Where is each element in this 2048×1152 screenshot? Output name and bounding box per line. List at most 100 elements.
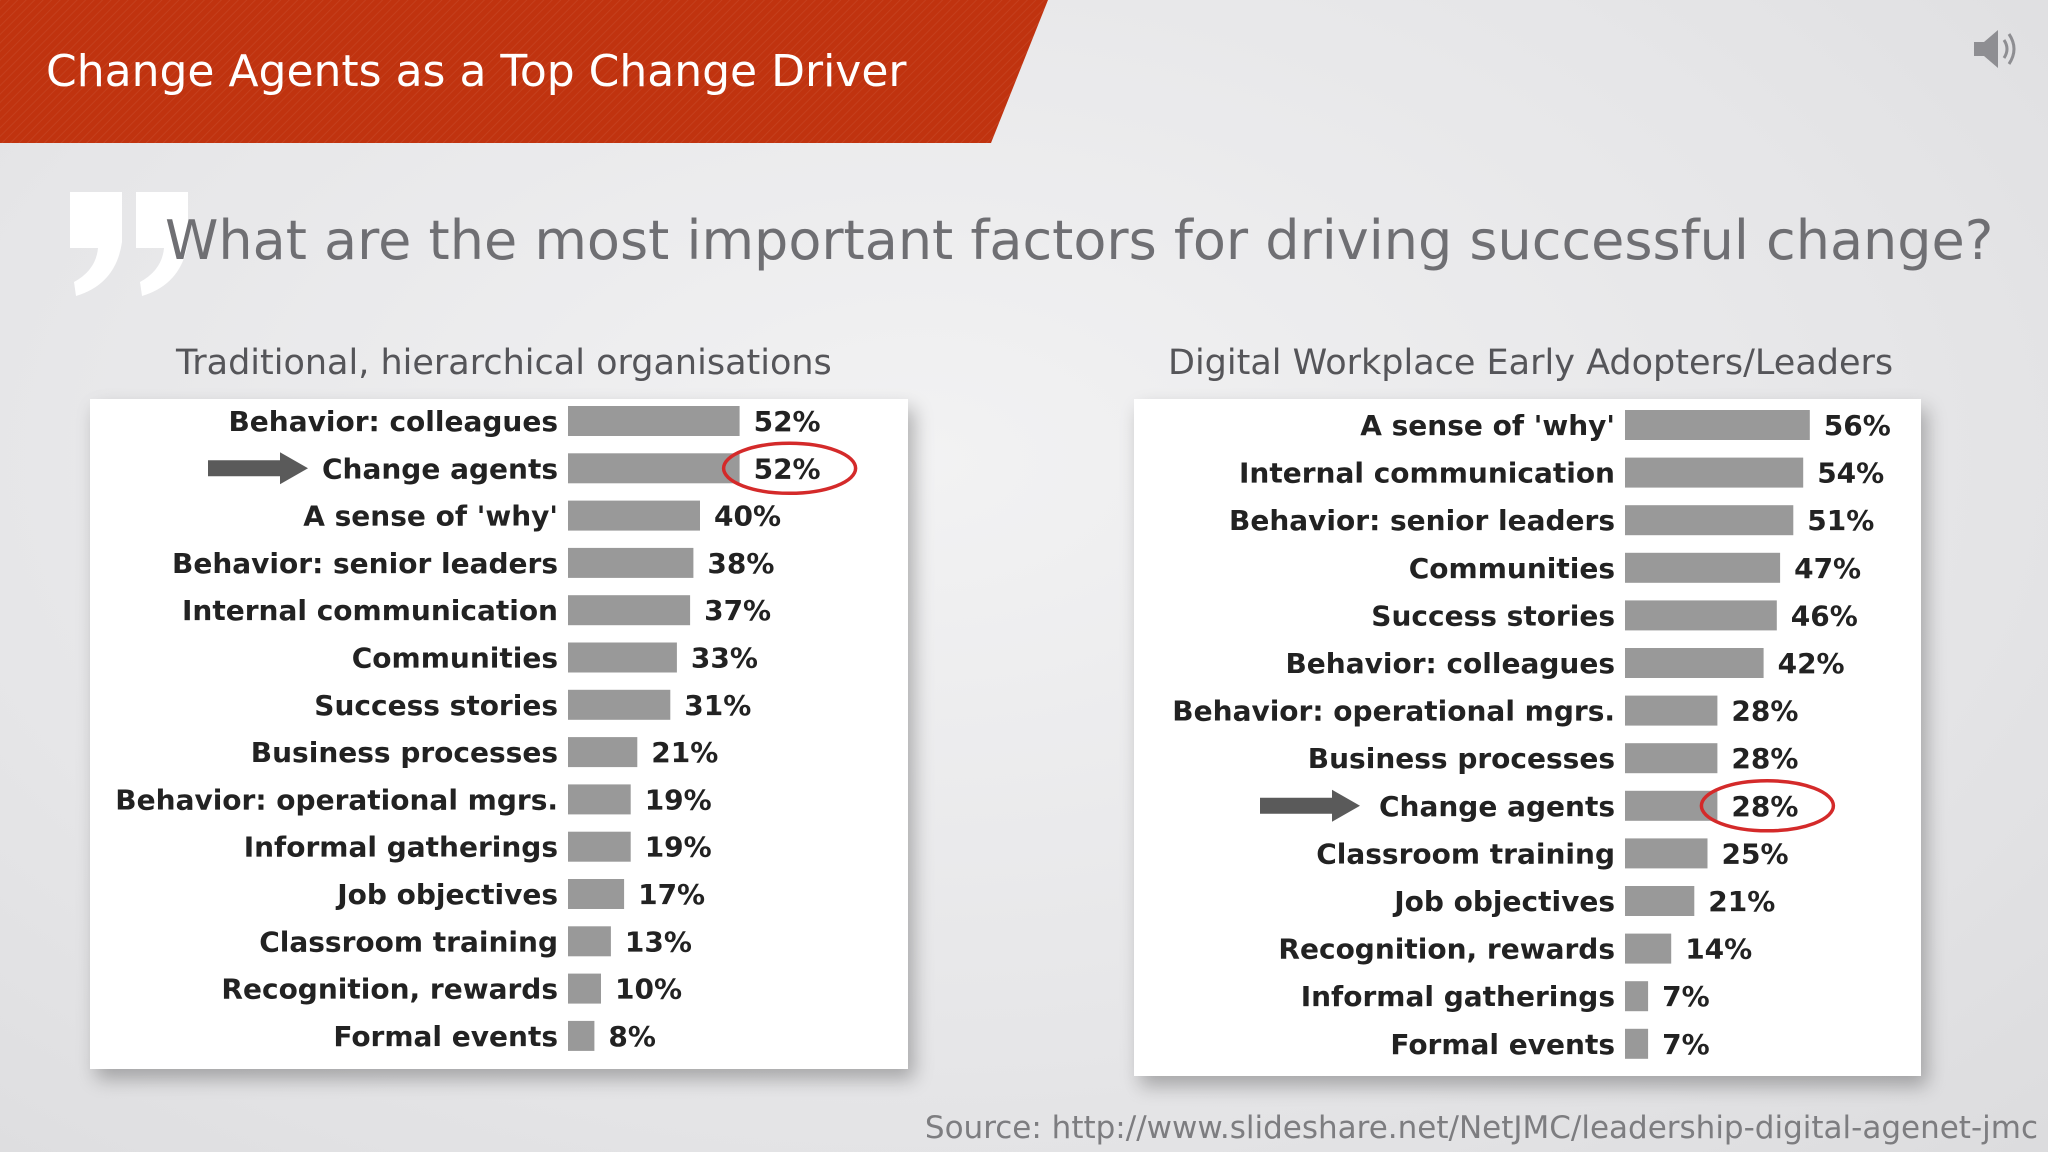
source-citation: Source: http://www.slideshare.net/NetJMC… (924, 1110, 2038, 1146)
value-label: 25% (1722, 837, 1789, 870)
category-label: Informal gatherings (1301, 980, 1615, 1013)
category-label: Behavior: operational mgrs. (1172, 695, 1615, 728)
bar (1625, 457, 1804, 488)
category-label: Behavior: operational mgrs. (115, 783, 558, 816)
title-banner (0, 0, 1048, 143)
bar (568, 500, 700, 531)
bar (1625, 886, 1695, 916)
category-label: Communities (352, 642, 558, 675)
category-label: Recognition, rewards (1278, 933, 1615, 966)
category-label: Classroom training (259, 925, 558, 958)
category-label: Change agents (1379, 790, 1615, 823)
chart-left: Behavior: colleagues 52% Change agents 52% A… (90, 399, 908, 1069)
value-label: 21% (651, 736, 718, 769)
value-label: 19% (645, 831, 712, 864)
arrow-icon (208, 452, 308, 485)
value-label: 13% (625, 925, 692, 958)
chart-left-title: Traditional, hierarchical organisations (176, 343, 832, 383)
bar (568, 1020, 595, 1051)
category-label: Classroom training (1316, 837, 1615, 870)
bar (568, 879, 625, 909)
value-label: 56% (1824, 409, 1891, 442)
category-label: Job objectives (335, 878, 558, 911)
bar (1625, 790, 1718, 821)
value-label: 31% (684, 689, 751, 722)
category-label: Success stories (314, 689, 558, 722)
bar (568, 595, 691, 626)
category-label: Formal events (1390, 1028, 1615, 1061)
value-label: 19% (645, 783, 712, 816)
value-label: 28% (1731, 742, 1798, 775)
category-label: Business processes (1308, 742, 1615, 775)
bar (568, 547, 694, 578)
bar (568, 642, 677, 673)
bar (1625, 1028, 1649, 1059)
value-label: 37% (704, 594, 771, 627)
value-label: 40% (714, 500, 781, 533)
bar (568, 973, 601, 1004)
value-label: 7% (1662, 980, 1710, 1013)
category-label: Internal communication (1239, 457, 1615, 490)
category-label: Behavior: colleagues (228, 405, 558, 438)
value-label: 28% (1731, 695, 1798, 728)
bar (1625, 600, 1777, 631)
category-label: Behavior: colleagues (1285, 647, 1615, 680)
category-label: Internal communication (182, 594, 558, 627)
bar (1625, 505, 1794, 536)
category-label: A sense of 'why' (1360, 409, 1615, 442)
highlight-ellipse (1699, 779, 1836, 833)
bar (1625, 695, 1718, 726)
bar (568, 784, 631, 815)
category-label: Change agents (322, 452, 558, 485)
bar (568, 453, 740, 484)
chart-right: A sense of 'why' 56% Internal communicatio… (1134, 399, 1921, 1076)
bar (1625, 981, 1649, 1012)
category-label: Informal gatherings (244, 831, 558, 864)
value-label: 33% (691, 642, 758, 675)
arrow-icon (1260, 789, 1360, 822)
value-label: 8% (608, 1020, 656, 1053)
category-label: Success stories (1371, 599, 1615, 632)
value-label: 52% (754, 405, 821, 438)
value-label: 14% (1685, 933, 1752, 966)
category-label: A sense of 'why' (303, 500, 558, 533)
value-label: 46% (1791, 599, 1858, 632)
bar (1625, 743, 1718, 774)
bar (1625, 838, 1708, 869)
category-label: Behavior: senior leaders (172, 547, 558, 580)
bar (1625, 410, 1810, 440)
bar (1625, 648, 1764, 678)
value-label: 54% (1817, 457, 1884, 490)
value-label: 10% (615, 973, 682, 1006)
value-label: 51% (1807, 504, 1874, 537)
bar (568, 926, 611, 957)
value-label: 38% (707, 547, 774, 580)
bar (568, 737, 638, 768)
quote-mark-icon (70, 192, 188, 296)
category-label: Business processes (251, 736, 558, 769)
category-label: Communities (1409, 552, 1615, 585)
bar (568, 689, 671, 720)
highlight-ellipse (721, 441, 858, 496)
value-label: 52% (754, 452, 821, 485)
value-label: 42% (1778, 647, 1845, 680)
bar (568, 406, 740, 436)
bar (1625, 552, 1781, 583)
category-label: Behavior: senior leaders (1229, 504, 1615, 537)
value-label: 21% (1708, 885, 1775, 918)
value-label: 47% (1794, 552, 1861, 585)
value-label: 7% (1662, 1028, 1710, 1061)
chart-left-plot: Behavior: colleagues 52% Change agents 52% A… (115, 405, 858, 1053)
category-label: Recognition, rewards (221, 973, 558, 1006)
category-label: Formal events (333, 1020, 558, 1053)
bar (568, 831, 631, 862)
value-label: 17% (638, 878, 705, 911)
chart-right-plot: A sense of 'why' 56% Internal communicatio… (1172, 409, 1891, 1061)
chart-right-title: Digital Workplace Early Adopters/Leaders (1168, 343, 1894, 383)
question-heading: What are the most important factors for … (165, 209, 1994, 272)
bar (1625, 933, 1672, 964)
category-label: Job objectives (1392, 885, 1615, 918)
speaker-icon[interactable] (1970, 22, 2024, 76)
slide-title: Change Agents as a Top Change Driver (46, 46, 907, 97)
value-label: 28% (1731, 790, 1798, 823)
